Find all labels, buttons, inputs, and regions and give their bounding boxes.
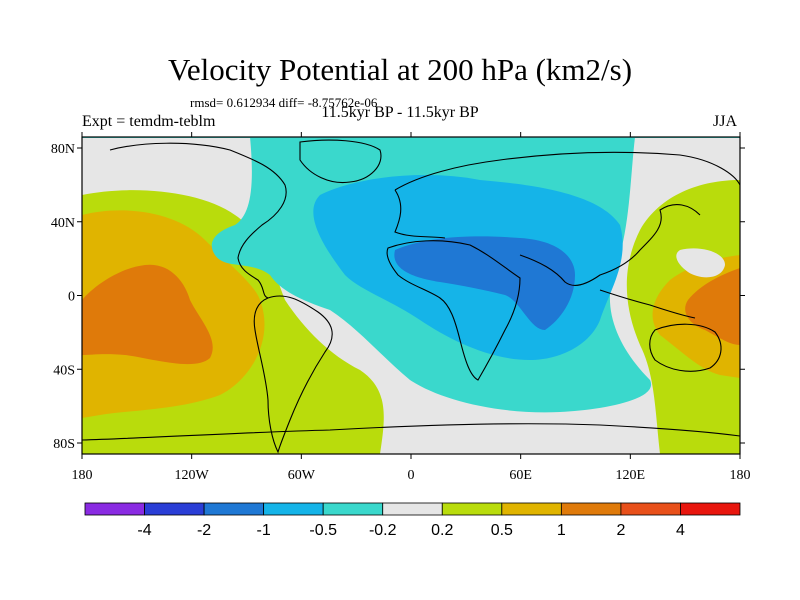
colorbar-swatch <box>263 502 324 516</box>
colorbar-label: -1 <box>257 522 271 539</box>
season-label: JJA <box>713 113 738 130</box>
colorbar-label: 0.5 <box>491 522 513 539</box>
africa-coast <box>386 240 521 381</box>
africa-neg-strong <box>394 236 575 330</box>
coastlines <box>82 139 740 454</box>
lat-tick-label: 40N <box>51 216 75 231</box>
colorbar-swatch <box>620 502 681 516</box>
lon-tick-label: 180 <box>72 468 93 483</box>
lat-axis: 80N 40N 0 40S 80S <box>51 142 745 452</box>
antarctica-coast <box>82 423 740 441</box>
south-america-coast <box>253 295 333 454</box>
colorbar-swatch <box>560 502 622 516</box>
colorbar-swatch <box>441 502 503 516</box>
map-title: Velocity Potential at 200 hPa (km2/s) <box>167 52 633 87</box>
colorbar-label: -0.5 <box>309 522 337 539</box>
experiment-label: Expt = temdm-teblm <box>82 113 216 130</box>
north-america-coast <box>109 142 287 299</box>
greenland-coast <box>299 139 382 184</box>
colorbar-swatch <box>144 502 205 516</box>
eurasia-coast <box>394 151 740 191</box>
colorbar-swatch <box>501 502 562 516</box>
contour-field <box>82 137 740 454</box>
colorbar-label: -4 <box>137 522 151 539</box>
lon-tick-label: 0 <box>408 468 415 483</box>
eastpac-neutral-hole <box>676 248 725 278</box>
europe-coast <box>394 189 446 239</box>
lon-tick-label: 180 <box>730 468 751 483</box>
australia-coast <box>649 323 722 372</box>
lon-axis: 180 120W 60W 0 60E 120E 180 <box>72 132 751 483</box>
colorbar-label: 4 <box>676 522 685 539</box>
period-subtitle: 11.5kyr BP - 11.5kyr BP <box>321 104 479 121</box>
lon-tick-label: 120W <box>175 468 210 483</box>
colorbar-label: -2 <box>197 522 211 539</box>
lat-tick-label: 40S <box>53 363 75 378</box>
lat-tick-label: 0 <box>68 290 75 305</box>
lon-tick-label: 120E <box>616 468 646 483</box>
colorbar-swatch <box>84 502 145 516</box>
colorbar-label: 1 <box>557 522 566 539</box>
colorbar-swatch <box>382 502 443 516</box>
colorbar-label: 2 <box>616 522 625 539</box>
lon-tick-label: 60W <box>288 468 316 483</box>
lat-tick-label: 80N <box>51 142 75 157</box>
pacific-pos-strong <box>82 264 213 365</box>
asia-south-coast <box>519 204 701 286</box>
colorbar-swatch <box>680 502 741 516</box>
lon-tick-label: 60E <box>509 468 532 483</box>
lat-tick-label: 80S <box>53 437 75 452</box>
colorbar-swatch <box>322 502 384 516</box>
rmsd-diff-stats: rmsd= 0.612934 diff= -8.75762e-06 <box>190 95 378 110</box>
colorbar-label: 0.2 <box>431 522 453 539</box>
maritime-continent <box>599 289 696 319</box>
colorbar-label: -0.2 <box>369 522 397 539</box>
colorbar: -4 -2 -1 -0.5 -0.2 0.2 0.5 1 2 4 <box>84 502 741 539</box>
colorbar-swatch <box>203 502 265 516</box>
